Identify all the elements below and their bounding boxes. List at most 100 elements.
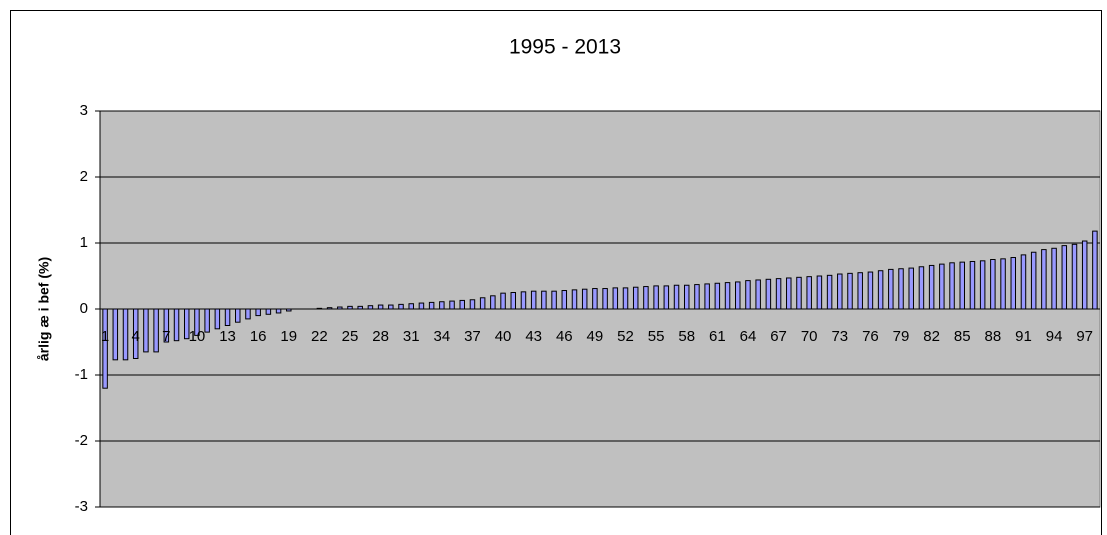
x-tick-label: 22 — [311, 328, 328, 345]
bar — [735, 281, 741, 310]
bar — [255, 308, 261, 317]
y-tick-label: 3 — [80, 102, 88, 119]
x-tick-label: 37 — [464, 328, 481, 345]
bar — [949, 262, 955, 310]
bar — [806, 276, 812, 310]
x-tick-label: 91 — [1015, 328, 1032, 345]
bar — [847, 272, 853, 310]
bar — [490, 295, 496, 310]
bar — [408, 303, 414, 310]
bar — [1020, 254, 1027, 310]
bar — [316, 307, 323, 310]
x-tick-label: 1 — [101, 328, 109, 345]
bar — [102, 308, 108, 389]
x-tick-label: 52 — [617, 328, 634, 345]
bar — [1010, 257, 1017, 310]
x-tick-label: 7 — [162, 328, 170, 345]
bar — [214, 308, 221, 330]
bar — [500, 292, 506, 310]
bar — [755, 279, 761, 310]
bar — [653, 285, 659, 310]
x-tick-label: 97 — [1076, 328, 1093, 345]
bar — [449, 300, 455, 310]
bar — [643, 286, 649, 310]
bar — [153, 308, 159, 353]
bar — [173, 308, 180, 342]
bar — [908, 267, 914, 310]
bar — [326, 307, 333, 310]
bar — [673, 284, 680, 310]
bar — [796, 276, 802, 310]
bar — [388, 304, 394, 310]
bar — [275, 308, 282, 314]
bar — [694, 284, 700, 310]
bar — [765, 278, 772, 310]
x-tick-label: 61 — [709, 328, 726, 345]
bar — [990, 259, 996, 310]
bar — [194, 308, 200, 336]
bar — [265, 308, 272, 315]
bar — [132, 308, 139, 359]
bar — [918, 266, 925, 310]
bar — [530, 290, 537, 310]
bar — [837, 273, 843, 310]
x-tick-label: 64 — [740, 328, 757, 345]
x-tick-label: 76 — [862, 328, 879, 345]
x-tick-label: 34 — [433, 328, 450, 345]
bar — [857, 272, 863, 310]
bar — [428, 301, 435, 310]
bar — [979, 260, 986, 310]
bar — [469, 299, 476, 310]
bar — [510, 292, 517, 310]
bar — [347, 305, 353, 310]
bar — [724, 282, 731, 310]
bar — [561, 290, 568, 310]
bar — [122, 308, 129, 361]
bar — [816, 275, 823, 310]
x-tick-label: 46 — [556, 328, 573, 345]
bar — [898, 268, 904, 310]
bar — [612, 287, 619, 310]
bar — [969, 260, 976, 310]
bar — [224, 308, 231, 326]
bar — [377, 304, 384, 310]
bar — [602, 288, 608, 310]
x-tick-label: 31 — [403, 328, 420, 345]
bar — [959, 261, 965, 310]
y-tick-label: 1 — [80, 234, 88, 251]
bar — [745, 280, 751, 310]
x-tick-label: 85 — [954, 328, 971, 345]
bar — [663, 285, 670, 310]
x-tick-label: 55 — [648, 328, 665, 345]
x-tick-label: 67 — [770, 328, 787, 345]
x-tick-label: 28 — [372, 328, 389, 345]
y-tick-label: -3 — [75, 498, 88, 515]
chart-title: 1995 - 2013 — [509, 36, 621, 59]
bar — [357, 305, 363, 310]
bar — [235, 308, 241, 323]
x-tick-label: 13 — [219, 328, 236, 345]
x-tick-label: 19 — [280, 328, 297, 345]
bar — [775, 278, 782, 310]
x-tick-label: 73 — [831, 328, 848, 345]
bar — [143, 308, 149, 353]
bar — [826, 274, 833, 310]
x-tick-label: 16 — [250, 328, 267, 345]
y-tick-label: 2 — [80, 168, 88, 185]
bar — [1061, 245, 1068, 310]
bar — [622, 287, 629, 310]
x-tick-label: 88 — [985, 328, 1002, 345]
bar — [877, 270, 884, 310]
bar — [592, 288, 598, 310]
bar — [367, 305, 374, 310]
bar — [520, 291, 527, 310]
x-tick-label: 10 — [189, 328, 206, 345]
bar — [1000, 258, 1006, 310]
bar — [704, 283, 710, 310]
bar — [928, 264, 935, 310]
x-tick-label: 40 — [495, 328, 512, 345]
bar — [1030, 251, 1037, 310]
bar — [939, 263, 945, 310]
x-tick-label: 49 — [587, 328, 604, 345]
